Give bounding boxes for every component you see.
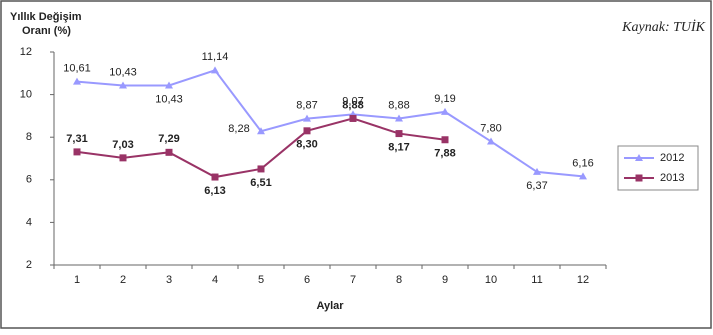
data-label: 8,88 bbox=[388, 99, 409, 111]
y-tick-label: 12 bbox=[20, 46, 32, 58]
marker bbox=[257, 127, 265, 135]
marker bbox=[119, 154, 127, 162]
marker bbox=[395, 130, 403, 138]
marker bbox=[303, 114, 311, 122]
marker bbox=[73, 77, 81, 85]
x-axis-label: Aylar bbox=[316, 300, 344, 312]
marker bbox=[303, 127, 311, 135]
data-label: 8,87 bbox=[296, 100, 317, 112]
data-label: 8,30 bbox=[296, 139, 317, 151]
source-note: Kaynak: TUİK bbox=[621, 19, 705, 35]
legend-label: 2013 bbox=[660, 172, 684, 184]
y-tick-label: 8 bbox=[26, 131, 32, 143]
x-tick-label: 9 bbox=[442, 274, 448, 286]
data-label: 7,31 bbox=[66, 133, 87, 145]
data-label: 10,43 bbox=[155, 93, 183, 105]
data-label: 11,14 bbox=[202, 51, 229, 63]
marker bbox=[635, 174, 643, 182]
data-label: 6,37 bbox=[526, 180, 547, 192]
y-axis-label: Yıllık Değişim bbox=[10, 11, 82, 23]
series-line bbox=[76, 69, 584, 178]
x-tick-label: 2 bbox=[120, 274, 126, 286]
data-label: 8,88 bbox=[342, 99, 363, 111]
x-tick-label: 11 bbox=[531, 274, 542, 286]
data-label: 9,19 bbox=[434, 93, 455, 105]
marker bbox=[579, 172, 587, 180]
marker bbox=[349, 114, 357, 122]
y-tick-label: 2 bbox=[26, 259, 32, 271]
marker bbox=[165, 81, 173, 89]
x-tick-label: 3 bbox=[166, 274, 172, 286]
y-tick-label: 10 bbox=[20, 89, 32, 101]
data-label: 8,28 bbox=[228, 123, 249, 135]
marker bbox=[73, 148, 81, 156]
data-label: 10,43 bbox=[109, 66, 137, 78]
data-label: 7,88 bbox=[434, 148, 455, 160]
legend-box bbox=[617, 145, 699, 191]
data-label: 7,80 bbox=[480, 122, 501, 134]
data-label: 7,03 bbox=[112, 139, 133, 151]
data-label: 6,13 bbox=[204, 185, 225, 197]
marker bbox=[487, 137, 495, 145]
y-tick-label: 6 bbox=[26, 174, 32, 186]
data-label: 9,07 bbox=[342, 95, 363, 107]
data-label: 7,29 bbox=[158, 133, 179, 145]
marker bbox=[165, 148, 173, 156]
x-tick-label: 6 bbox=[304, 274, 310, 286]
x-tick-label: 7 bbox=[350, 274, 356, 286]
marker bbox=[533, 167, 541, 175]
data-label: 8,17 bbox=[388, 141, 409, 153]
marker bbox=[441, 107, 449, 115]
y-axis-label: Oranı (%) bbox=[22, 25, 71, 37]
x-tick-label: 1 bbox=[74, 274, 80, 286]
legend-label: 2012 bbox=[660, 152, 684, 164]
x-tick-label: 5 bbox=[258, 274, 264, 286]
x-tick-label: 8 bbox=[396, 274, 402, 286]
marker bbox=[395, 114, 403, 122]
y-tick-label: 4 bbox=[26, 216, 32, 228]
marker bbox=[257, 165, 265, 173]
data-label: 6,16 bbox=[572, 157, 593, 169]
data-label: 10,61 bbox=[63, 63, 91, 75]
x-tick-label: 12 bbox=[577, 274, 589, 286]
marker bbox=[211, 66, 219, 74]
marker bbox=[211, 173, 219, 181]
marker bbox=[635, 154, 643, 161]
marker bbox=[119, 81, 127, 89]
x-tick-label: 10 bbox=[485, 274, 497, 286]
marker bbox=[441, 136, 449, 144]
x-tick-label: 4 bbox=[212, 274, 218, 286]
data-label: 6,51 bbox=[250, 177, 271, 189]
